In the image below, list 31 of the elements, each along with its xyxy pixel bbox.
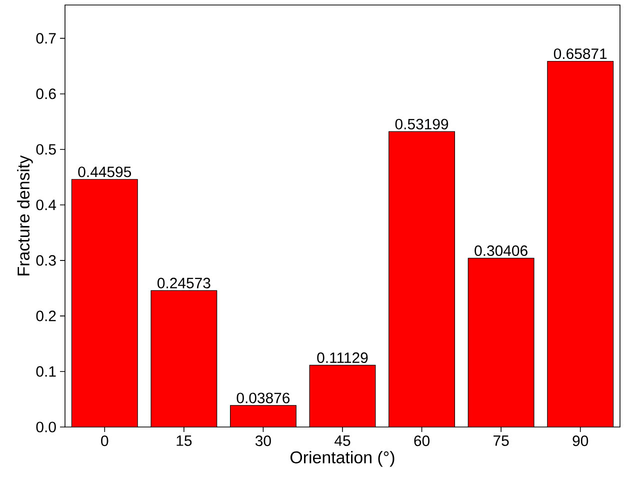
bar [310,365,376,427]
x-tick-label: 45 [334,436,350,446]
y-tick-label: 0.0 [36,422,56,432]
y-tick-label: 0.2 [36,310,56,322]
data-label: 0.44595 [78,166,132,178]
y-tick-label: 0.6 [36,88,56,100]
data-label: 0.30406 [474,245,528,256]
x-tick-label: 75 [494,436,509,446]
y-tick-label: 0.7 [36,33,56,44]
bar [151,290,217,427]
x-tick-label: 30 [255,436,271,446]
y-tick-label: 0.3 [36,255,56,266]
y-tick-label: 0.4 [36,200,56,210]
bar [72,179,138,427]
data-label: 0.65871 [554,48,607,60]
data-label: 0.11129 [317,352,368,363]
bar [230,405,296,427]
data-label: 0.53199 [395,118,448,130]
x-tick-label: 90 [572,436,588,446]
x-tick-label: 0 [101,436,108,446]
x-tick-label: 60 [414,436,430,446]
y-tick-label: 0.1 [36,366,56,377]
x-tick-label: 15 [176,436,192,446]
x-axis-title: Orientation (°) [290,450,394,467]
data-label: 0.24573 [157,278,210,288]
bar [547,60,614,427]
bar [468,258,534,427]
y-tick-label: 0.5 [36,144,56,155]
y-axis-title: Fracture density [17,155,33,276]
data-label: 0.03876 [236,392,290,404]
bar [388,132,455,427]
